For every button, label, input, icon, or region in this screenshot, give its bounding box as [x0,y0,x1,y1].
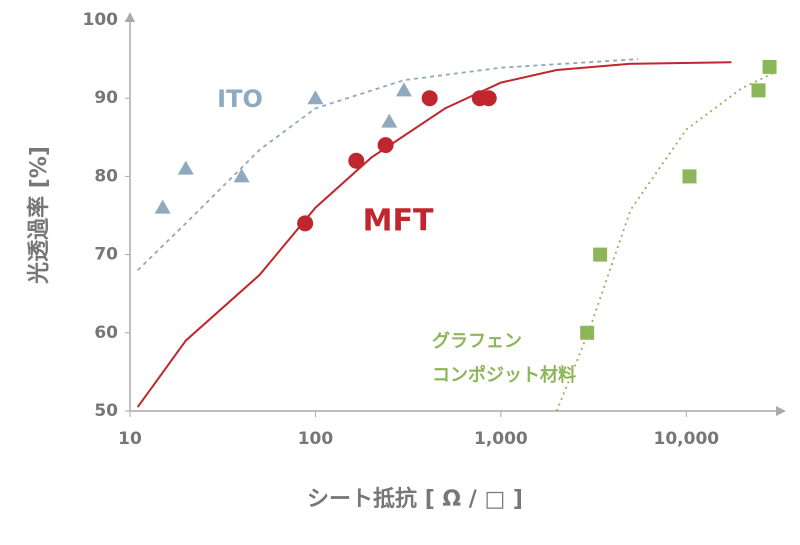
square-marker [682,169,697,184]
x-tick-label: 100 [298,429,334,449]
series-label: ITO [217,85,263,113]
trend-line [136,61,732,408]
series-label: コンポジット材料 [432,364,576,386]
series-label: グラフェン [432,330,522,352]
y-tick-label: 50 [94,401,118,421]
circle-marker [348,152,365,169]
y-axis-label: 光透過率 [%] [26,146,52,285]
x-tick-label: 10,000 [654,429,720,449]
trend-line [137,58,639,271]
circle-marker [480,90,497,107]
triangle-marker [233,168,250,183]
square-marker [580,325,595,340]
x-axis-label: シート抵抗 [ Ω / □ ] [307,486,523,512]
y-tick-label: 70 [94,245,118,265]
series-label: MFT [363,204,434,239]
x-tick-label: 10 [118,429,142,449]
circle-marker [377,137,394,154]
square-marker [762,59,777,74]
circle-marker [297,215,314,232]
square-marker [593,247,608,262]
triangle-marker [395,82,412,97]
x-tick-label: 1,000 [474,429,528,449]
triangle-marker [307,90,324,105]
circle-marker [421,90,438,107]
triangle-marker [154,199,171,214]
x-axis-arrow [776,406,786,416]
y-tick-label: 60 [94,323,118,343]
trend-line [555,71,776,412]
y-tick-label: 80 [94,166,118,186]
y-tick-label: 90 [94,88,118,108]
triangle-marker [381,113,398,128]
square-marker [751,83,766,98]
y-tick-label: 100 [83,10,119,30]
triangle-marker [177,160,194,175]
